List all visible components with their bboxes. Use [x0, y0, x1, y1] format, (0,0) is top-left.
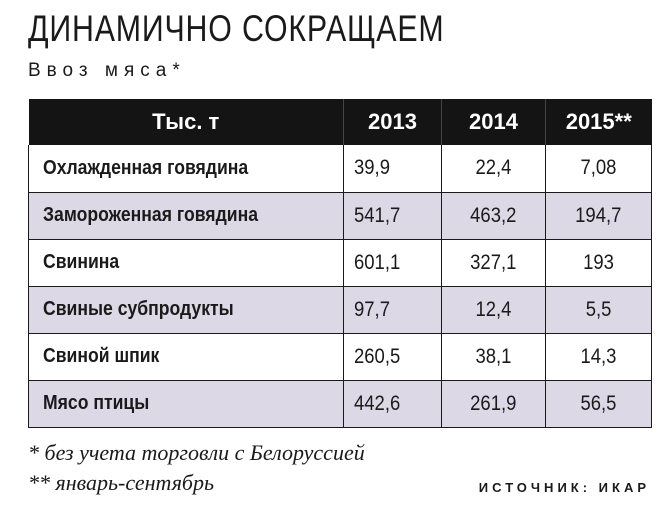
table-row: Охлажденная говядина 39,9 22,4 7,08	[28, 145, 652, 193]
value-2014: 261,9	[470, 391, 517, 415]
value-2015-cell: 7,08	[545, 145, 652, 193]
value-2013-cell: 97,7	[343, 286, 442, 334]
value-2014-cell: 261,9	[441, 380, 546, 428]
value-2015-cell: 193	[545, 239, 652, 287]
data-table: Тыс. т 2013 2014 2015** Охлажденная говя…	[28, 99, 652, 428]
value-2015: 194,7	[575, 203, 622, 227]
row-label: Замороженная говядина	[43, 204, 258, 226]
value-2013: 541,7	[354, 203, 401, 227]
value-2015: 5,5	[585, 297, 612, 321]
table-header: Тыс. т 2013 2014 2015**	[28, 99, 652, 145]
header-row: Тыс. т 2013 2014 2015**	[28, 99, 652, 145]
chart-title: ДИНАМИЧНО СОКРАЩАЕМ	[28, 8, 445, 49]
column-header-2014: 2014	[441, 99, 546, 145]
footnote-excluding-belarus: * без учета торговли с Белоруссией	[28, 440, 365, 465]
value-2013: 97,7	[354, 297, 390, 321]
value-2013: 601,1	[354, 250, 401, 274]
value-2013-cell: 601,1	[343, 239, 442, 287]
value-2014-cell: 463,2	[441, 192, 546, 240]
table-body: Охлажденная говядина 39,9 22,4 7,08 Замороже…	[28, 145, 652, 428]
row-label-cell: Свиной шпик	[28, 333, 344, 381]
value-2013-cell: 260,5	[343, 333, 442, 381]
value-2015-cell: 5,5	[545, 286, 652, 334]
value-2015: 193	[583, 250, 614, 274]
row-label: Свиной шпик	[43, 345, 160, 367]
chart-subtitle: Ввоз мяса*	[28, 60, 186, 81]
footnote-jan-sep: ** январь-сентябрь	[28, 470, 214, 495]
row-label-cell: Свинина	[28, 239, 344, 287]
value-2014: 38,1	[475, 344, 512, 368]
row-label: Свиные субпродукты	[43, 298, 234, 320]
source-label: ИСТОЧНИК: ИКАР	[478, 480, 650, 495]
value-2015-cell: 194,7	[545, 192, 652, 240]
table-row: Свинина 601,1 327,1 193	[28, 239, 652, 287]
row-label-cell: Свиные субпродукты	[28, 286, 344, 334]
value-2014: 327,1	[470, 250, 517, 274]
value-2015-cell: 56,5	[545, 380, 652, 428]
column-header-unit: Тыс. т	[28, 99, 344, 145]
row-label: Мясо птицы	[43, 392, 150, 414]
value-2015: 14,3	[580, 344, 617, 368]
row-label: Охлажденная говядина	[43, 156, 249, 179]
column-header-2013: 2013	[343, 99, 442, 145]
value-2014: 463,2	[470, 203, 517, 227]
row-label: Свинина	[43, 251, 120, 273]
value-2014-cell: 12,4	[441, 286, 546, 334]
row-label-cell: Мясо птицы	[28, 380, 344, 428]
value-2014-cell: 22,4	[441, 145, 546, 193]
value-2013: 260,5	[354, 344, 401, 368]
table-row: Мясо птицы 442,6 261,9 56,5	[28, 380, 652, 428]
table-row: Свиные субпродукты 97,7 12,4 5,5	[28, 286, 652, 334]
value-2015: 56,5	[580, 391, 617, 415]
value-2015-cell: 14,3	[545, 333, 652, 381]
table-row: Замороженная говядина 541,7 463,2 194,7	[28, 192, 652, 240]
value-2015: 7,08	[580, 156, 617, 180]
value-2013-cell: 39,9	[343, 145, 442, 193]
value-2013: 39,9	[354, 156, 390, 180]
column-header-2015: 2015**	[545, 99, 652, 145]
row-label-cell: Охлажденная говядина	[28, 145, 344, 193]
value-2014: 22,4	[475, 156, 512, 180]
table-row: Свиной шпик 260,5 38,1 14,3	[28, 333, 652, 381]
value-2013: 442,6	[354, 391, 401, 415]
value-2013-cell: 541,7	[343, 192, 442, 240]
value-2014-cell: 327,1	[441, 239, 546, 287]
value-2014-cell: 38,1	[441, 333, 546, 381]
row-label-cell: Замороженная говядина	[28, 192, 344, 240]
value-2014: 12,4	[475, 297, 512, 321]
value-2013-cell: 442,6	[343, 380, 442, 428]
